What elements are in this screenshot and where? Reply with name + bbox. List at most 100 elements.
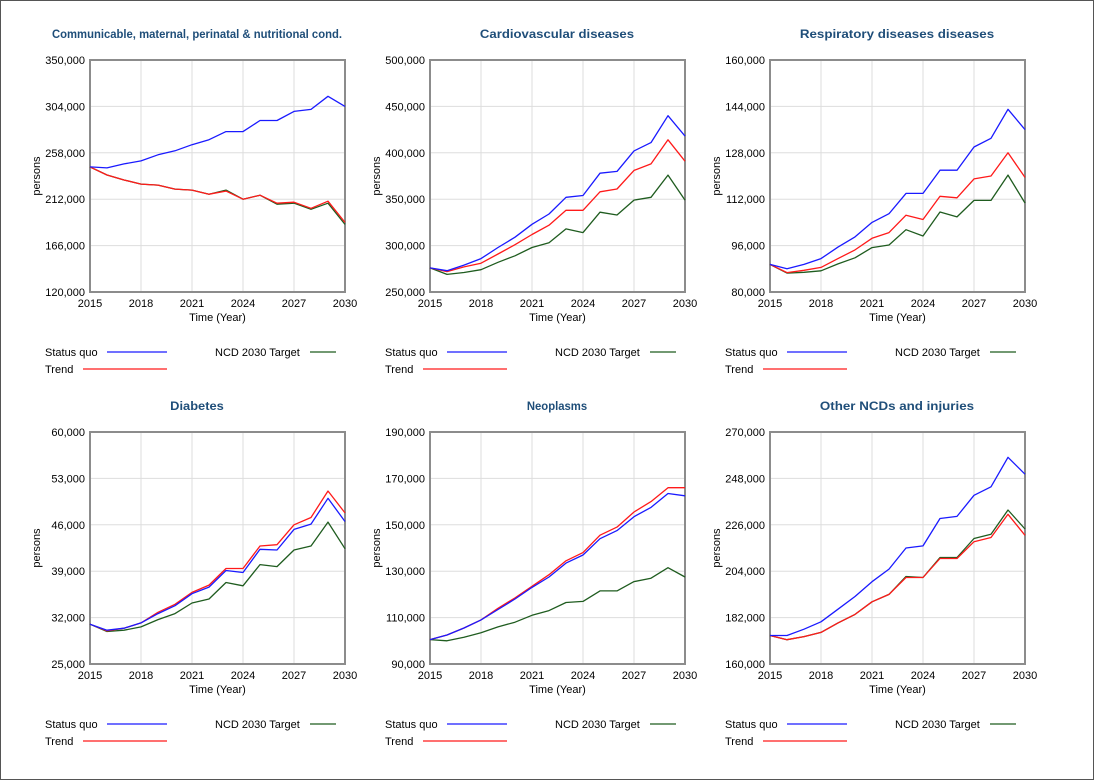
x-tick-label: 2015	[78, 298, 102, 310]
chart-title: Neoplasms	[527, 399, 588, 413]
y-tick-label: 304,000	[45, 101, 85, 113]
legend-label-status-quo: Status quo	[45, 719, 98, 731]
x-axis-label: Time (Year)	[529, 312, 586, 324]
series-line-trend	[429, 487, 685, 641]
x-tick-label: 2018	[809, 298, 833, 310]
legend-label-target: NCD 2030 Target	[895, 719, 980, 731]
legend-label-target: NCD 2030 Target	[895, 347, 980, 359]
legend-label-target: NCD 2030 Target	[215, 719, 300, 731]
y-tick-label: 80,000	[731, 287, 765, 299]
y-tick-label: 190,000	[385, 427, 425, 439]
chart-6: Other NCDs and injuries 160,000 182,000 204…	[711, 399, 1037, 748]
y-tick-label: 110,000	[386, 613, 425, 625]
y-tick-label: 60,000	[51, 427, 85, 439]
x-tick-label: 2027	[962, 298, 986, 310]
y-tick-label: 450,000	[385, 101, 425, 113]
x-tick-label: 2030	[673, 670, 697, 682]
y-tick-label: 500,000	[385, 55, 425, 67]
x-tick-label: 2024	[571, 670, 595, 682]
series-line-status-quo	[770, 456, 1026, 637]
y-tick-label: 39,000	[51, 566, 85, 578]
x-axis-label: Time (Year)	[529, 684, 586, 696]
chart-title: Cardiovascular diseases	[480, 27, 634, 41]
series-line-target	[429, 174, 686, 276]
series-line-target	[429, 567, 686, 642]
y-tick-label: 90,000	[391, 659, 425, 671]
y-tick-label: 300,000	[385, 241, 425, 253]
y-tick-label: 204,000	[725, 566, 765, 578]
y-tick-label: 25,000	[51, 659, 85, 671]
x-tick-label: 2021	[860, 298, 884, 310]
x-tick-label: 2030	[673, 298, 697, 310]
y-tick-label: 226,000	[725, 520, 765, 532]
x-tick-label: 2024	[571, 298, 595, 310]
y-tick-label: 160,000	[725, 55, 765, 67]
x-tick-label: 2030	[1013, 298, 1037, 310]
y-axis-label: persons	[31, 528, 43, 568]
y-tick-label: 258,000	[45, 148, 85, 160]
x-tick-label: 2027	[282, 670, 306, 682]
x-tick-label: 2015	[418, 670, 442, 682]
y-tick-label: 350,000	[385, 194, 425, 206]
x-tick-label: 2027	[622, 670, 646, 682]
y-tick-label: 250,000	[385, 287, 425, 299]
x-tick-label: 2015	[758, 298, 782, 310]
y-tick-label: 32,000	[51, 613, 85, 625]
x-tick-label: 2018	[129, 298, 153, 310]
x-tick-label: 2027	[282, 298, 306, 310]
y-tick-label: 144,000	[725, 101, 765, 113]
x-tick-label: 2018	[469, 670, 493, 682]
chart-title: Diabetes	[170, 399, 224, 413]
chart-4: Diabetes 25,000 32,000 39,000 46,000 53,000 60…	[31, 399, 357, 748]
series-line-status-quo	[89, 95, 346, 169]
x-tick-label: 2021	[180, 670, 204, 682]
x-tick-label: 2015	[758, 670, 782, 682]
legend-label-target: NCD 2030 Target	[215, 347, 300, 359]
chart-title: Communicable, maternal, perinatal & nutr…	[52, 27, 342, 41]
legend-label-status-quo: Status quo	[385, 347, 438, 359]
x-tick-label: 2030	[333, 670, 357, 682]
plot-border	[89, 59, 346, 293]
x-axis-label: Time (Year)	[189, 312, 246, 324]
x-tick-label: 2027	[962, 670, 986, 682]
x-tick-label: 2024	[911, 670, 935, 682]
y-tick-label: 53,000	[51, 473, 85, 485]
series-line-trend	[89, 166, 346, 223]
legend-label-trend: Trend	[45, 364, 73, 376]
x-tick-label: 2030	[333, 298, 357, 310]
x-axis-label: Time (Year)	[869, 312, 926, 324]
plot-border	[429, 59, 686, 293]
x-tick-label: 2015	[78, 670, 102, 682]
y-tick-label: 170,000	[385, 473, 425, 485]
series-line-status-quo	[429, 492, 686, 641]
x-tick-label: 2024	[231, 670, 255, 682]
legend-label-status-quo: Status quo	[725, 719, 778, 731]
legend-label-target: NCD 2030 Target	[555, 347, 640, 359]
x-tick-label: 2024	[911, 298, 935, 310]
chart-3: Respiratory diseases diseases 80,000 96,00…	[711, 27, 1037, 376]
chart-1: Communicable, maternal, perinatal & nutr…	[31, 27, 357, 376]
y-tick-label: 182,000	[725, 613, 765, 625]
legend-label-trend: Trend	[725, 736, 753, 748]
series-line-target	[769, 509, 1026, 641]
chart-title: Respiratory diseases diseases	[800, 27, 995, 41]
y-tick-label: 212,000	[45, 194, 85, 206]
legend-label-trend: Trend	[385, 736, 413, 748]
x-tick-label: 2021	[860, 670, 884, 682]
x-tick-label: 2030	[1013, 670, 1037, 682]
legend-label-trend: Trend	[45, 736, 73, 748]
chart-title: Other NCDs and injuries	[820, 399, 974, 413]
x-tick-label: 2021	[520, 298, 544, 310]
series-line-status-quo	[89, 497, 346, 631]
x-tick-label: 2018	[809, 670, 833, 682]
y-axis-label: persons	[711, 528, 723, 568]
plot-border	[769, 431, 1026, 665]
y-tick-label: 128,000	[725, 148, 765, 160]
plot-border	[429, 431, 686, 665]
y-tick-label: 400,000	[385, 148, 425, 160]
y-tick-label: 130,000	[385, 566, 425, 578]
legend-label-trend: Trend	[725, 364, 753, 376]
x-tick-label: 2024	[231, 298, 255, 310]
